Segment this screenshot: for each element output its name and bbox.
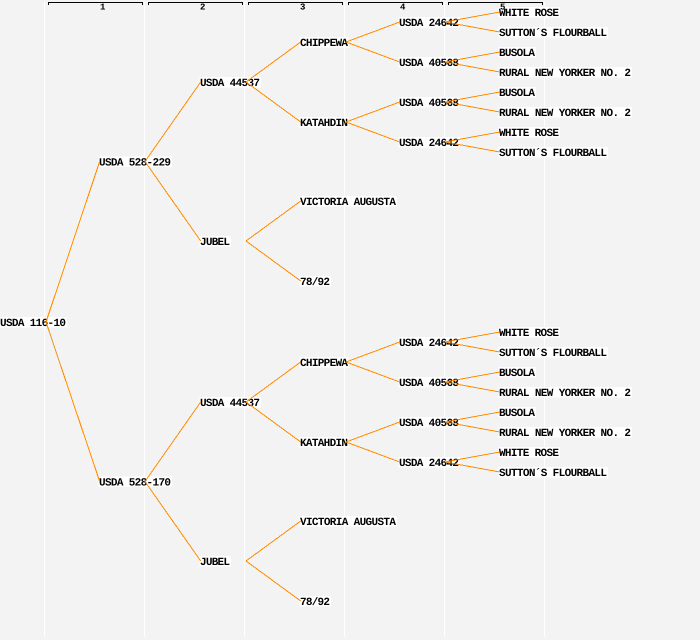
- svg-text:USDA 44537: USDA 44537: [200, 398, 260, 410]
- svg-text:WHITE ROSE: WHITE ROSE: [499, 328, 559, 340]
- svg-text:USDA 44537: USDA 44537: [200, 78, 260, 90]
- svg-text:USDA 40568: USDA 40568: [399, 58, 459, 70]
- svg-text:BUSOLA: BUSOLA: [499, 408, 535, 420]
- svg-text:BUSOLA: BUSOLA: [499, 368, 535, 380]
- svg-text:CHIPPEWA: CHIPPEWA: [300, 38, 348, 50]
- svg-text:JUBEL: JUBEL: [200, 557, 230, 569]
- svg-text:BUSOLA: BUSOLA: [499, 88, 535, 100]
- svg-text:RURAL NEW YORKER NO. 2: RURAL NEW YORKER NO. 2: [499, 108, 631, 120]
- svg-text:WHITE ROSE: WHITE ROSE: [499, 8, 559, 20]
- svg-text:KATAHDIN: KATAHDIN: [300, 438, 348, 450]
- svg-text:RURAL NEW YORKER NO. 2: RURAL NEW YORKER NO. 2: [499, 428, 631, 440]
- svg-text:RURAL NEW YORKER NO. 2: RURAL NEW YORKER NO. 2: [499, 68, 631, 80]
- svg-text:RURAL NEW YORKER NO. 2: RURAL NEW YORKER NO. 2: [499, 388, 631, 400]
- svg-text:SUTTON´S FLOURBALL: SUTTON´S FLOURBALL: [499, 348, 607, 360]
- svg-text:5: 5: [500, 3, 505, 13]
- svg-text:WHITE ROSE: WHITE ROSE: [499, 448, 559, 460]
- svg-text:SUTTON´S FLOURBALL: SUTTON´S FLOURBALL: [499, 148, 607, 160]
- svg-text:1: 1: [100, 3, 106, 13]
- svg-text:78/92: 78/92: [300, 277, 330, 289]
- svg-text:CHIPPEWA: CHIPPEWA: [300, 358, 348, 370]
- svg-text:USDA 40568: USDA 40568: [399, 418, 459, 430]
- svg-text:USDA 24642: USDA 24642: [399, 338, 459, 350]
- svg-text:3: 3: [300, 3, 305, 13]
- svg-text:JUBEL: JUBEL: [200, 237, 230, 249]
- svg-text:USDA 40568: USDA 40568: [399, 378, 459, 390]
- svg-text:USDA 40568: USDA 40568: [399, 98, 459, 110]
- svg-text:USDA 528-170: USDA 528-170: [99, 478, 171, 490]
- svg-text:KATAHDIN: KATAHDIN: [300, 118, 348, 130]
- svg-text:USDA 24642: USDA 24642: [399, 458, 459, 470]
- svg-text:VICTORIA AUGUSTA: VICTORIA AUGUSTA: [300, 197, 396, 209]
- svg-text:78/92: 78/92: [300, 597, 330, 609]
- svg-text:USDA 24642: USDA 24642: [399, 138, 459, 150]
- svg-text:4: 4: [400, 3, 406, 13]
- svg-text:VICTORIA AUGUSTA: VICTORIA AUGUSTA: [300, 517, 396, 529]
- svg-text:USDA 24642: USDA 24642: [399, 18, 459, 30]
- svg-text:USDA 528-229: USDA 528-229: [99, 158, 171, 170]
- svg-text:BUSOLA: BUSOLA: [499, 48, 535, 60]
- svg-text:WHITE ROSE: WHITE ROSE: [499, 128, 559, 140]
- svg-text:SUTTON´S FLOURBALL: SUTTON´S FLOURBALL: [499, 468, 607, 480]
- svg-text:USDA 116-10: USDA 116-10: [0, 318, 66, 330]
- svg-text:2: 2: [200, 3, 205, 13]
- svg-text:SUTTON´S FLOURBALL: SUTTON´S FLOURBALL: [499, 28, 607, 40]
